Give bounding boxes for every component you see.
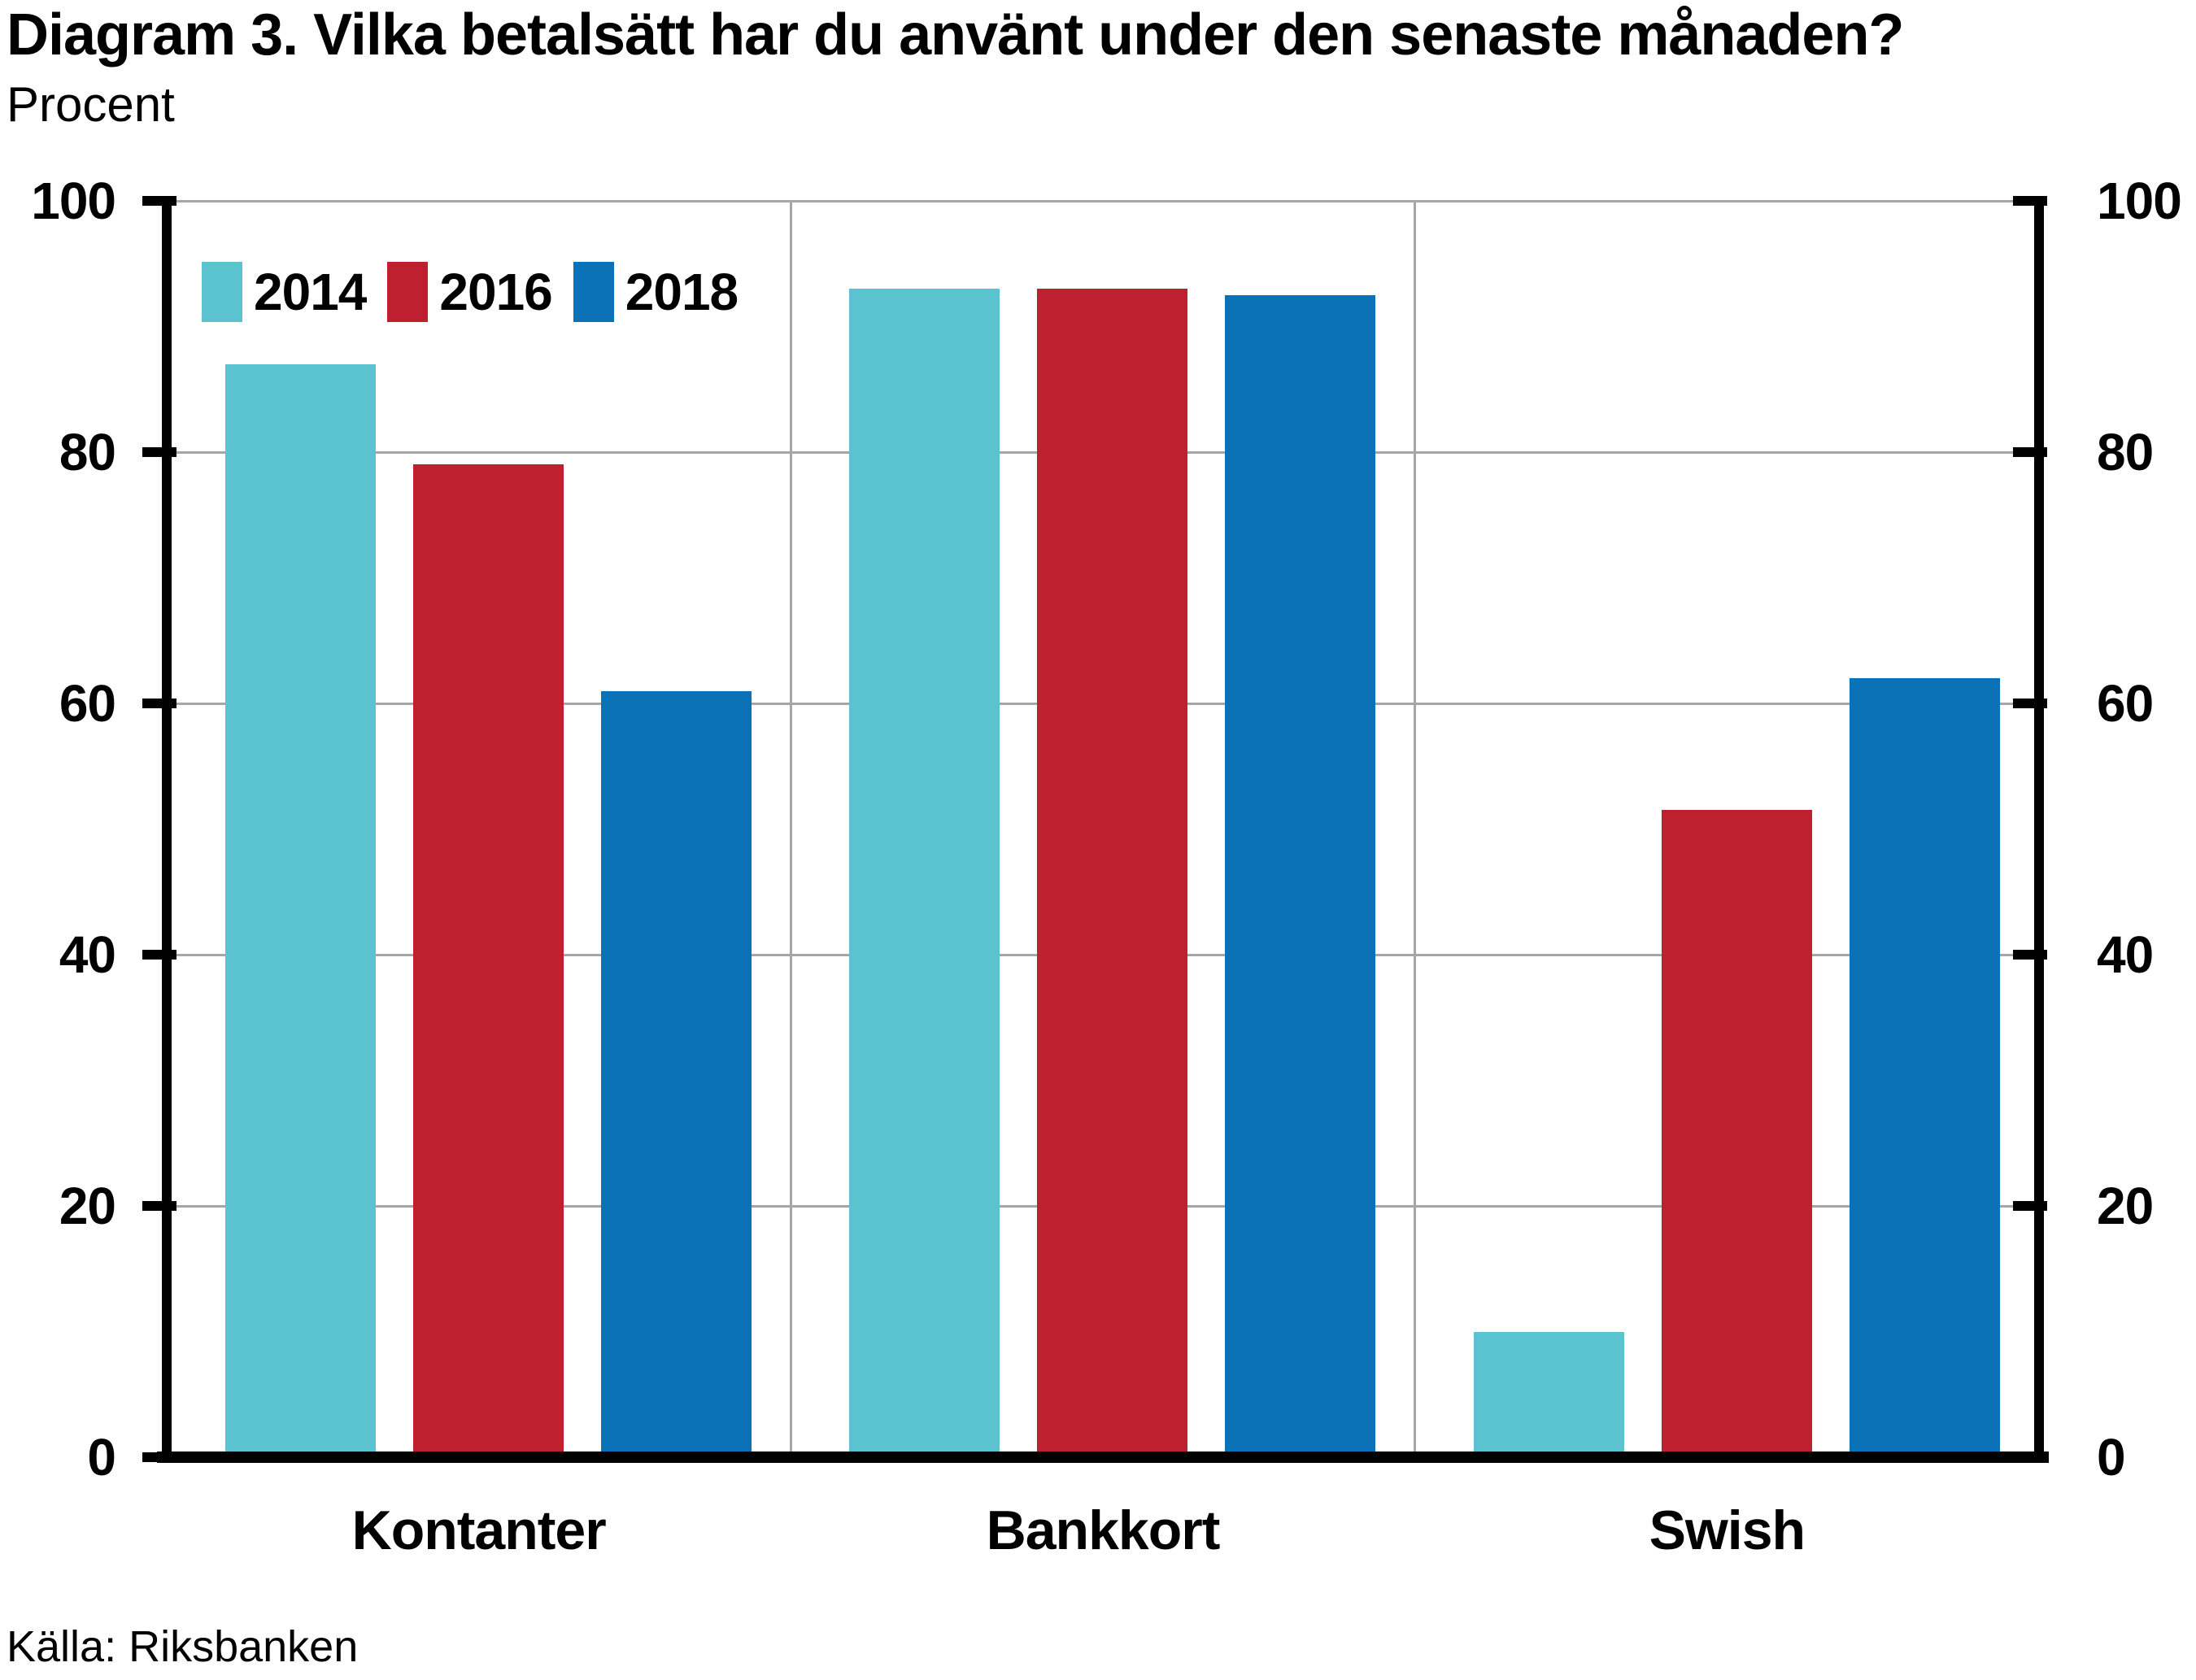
bar-bankkort-2018	[1225, 294, 1376, 1457]
legend-color-2016	[387, 262, 429, 322]
y-axis-label-right-0: 0	[2097, 1428, 2126, 1486]
bar-kontanter-2016	[413, 464, 564, 1457]
y-tick-right-80	[2013, 447, 2047, 457]
bar-swish-2018	[1849, 678, 2000, 1457]
bar-kontanter-2014	[225, 363, 377, 1457]
bar-swish-2016	[1661, 810, 1812, 1457]
chart-subtitle: Procent	[7, 77, 175, 132]
bar-kontanter-2018	[601, 690, 752, 1457]
y-axis-left-spine	[162, 199, 172, 1463]
bar-swish-2014	[1473, 1331, 1624, 1457]
legend-color-2018	[573, 262, 614, 322]
y-axis-label-right-80: 80	[2097, 423, 2154, 481]
legend-item-2014: 2014	[202, 262, 367, 322]
y-tick-right-40	[2013, 950, 2047, 960]
bar-bankkort-2016	[1037, 289, 1188, 1457]
y-tick-left-100	[142, 196, 176, 206]
y-axis-label-right-60: 60	[2097, 674, 2154, 733]
legend-label-2016: 2016	[439, 263, 552, 321]
y-tick-left-40	[142, 950, 176, 960]
y-axis-label-right-20: 20	[2097, 1177, 2154, 1235]
category-label-kontanter: Kontanter	[351, 1499, 607, 1561]
y-axis-right-spine	[2034, 199, 2044, 1463]
chart-title: Diagram 3. Vilka betalsätt har du använt…	[7, 2, 1904, 67]
category-separator	[789, 201, 792, 1452]
bar-bankkort-2014	[849, 289, 1000, 1457]
y-tick-right-100	[2013, 196, 2047, 206]
legend-item-2018: 2018	[573, 262, 739, 322]
y-axis-label-left-100: 100	[31, 172, 116, 230]
y-axis-label-left-80: 80	[59, 423, 116, 481]
category-label-swish: Swish	[1649, 1499, 1806, 1561]
gridline-100	[167, 199, 2039, 202]
category-label-bankkort: Bankkort	[986, 1499, 1221, 1561]
legend: 2014 2016 2018	[202, 262, 739, 322]
y-tick-right-0	[2013, 1452, 2047, 1462]
y-axis-label-left-40: 40	[59, 925, 116, 984]
source-note: Källa: Riksbanken	[7, 1622, 359, 1671]
x-axis-line	[157, 1452, 2049, 1463]
y-axis-label-left-60: 60	[59, 674, 116, 733]
legend-label-2014: 2014	[254, 263, 367, 321]
y-tick-left-20	[142, 1201, 176, 1211]
y-axis-label-right-40: 40	[2097, 925, 2154, 984]
category-separator	[1414, 201, 1417, 1452]
y-tick-right-60	[2013, 699, 2047, 708]
y-tick-right-20	[2013, 1201, 2047, 1211]
legend-color-2014	[202, 262, 242, 322]
y-tick-left-0	[142, 1452, 176, 1462]
y-axis-label-left-20: 20	[59, 1177, 116, 1235]
legend-item-2016: 2016	[387, 262, 553, 322]
y-axis-label-left-0: 0	[87, 1428, 116, 1486]
y-tick-left-80	[142, 447, 176, 457]
legend-label-2018: 2018	[625, 263, 739, 321]
y-axis-label-right-100: 100	[2097, 172, 2182, 230]
y-tick-left-60	[142, 699, 176, 708]
